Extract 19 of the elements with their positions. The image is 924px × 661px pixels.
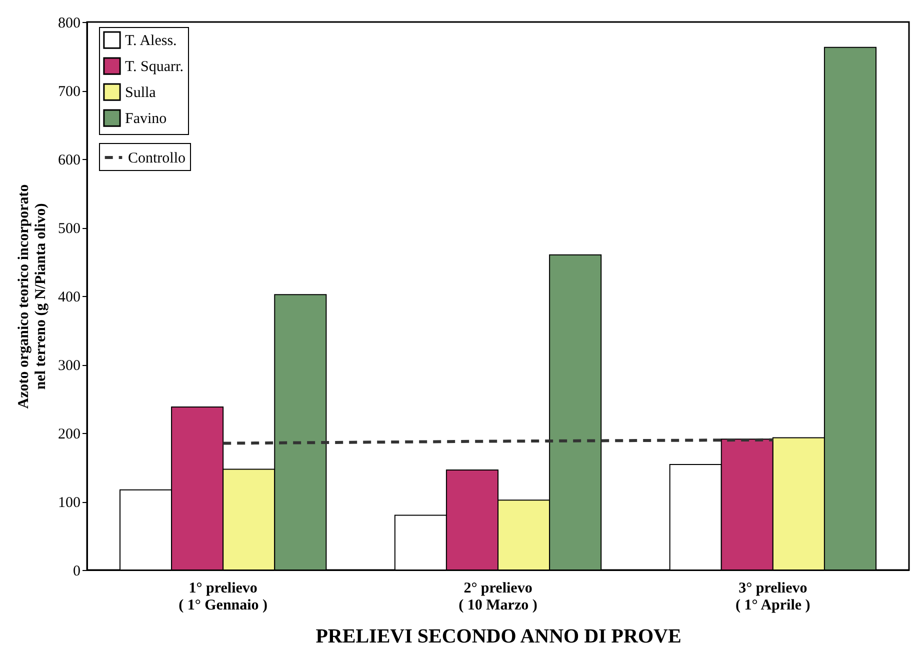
y-tick-label: 500 (58, 221, 80, 237)
y-tick-label: 700 (58, 84, 80, 100)
y-tick-label: 600 (58, 152, 80, 168)
legend-label: Favino (125, 111, 167, 127)
x-tick-label: 1° prelievo ( 1° Gennaio ) (178, 580, 268, 614)
x-axis-title: PRELIEVI SECONDO ANNO DI PROVE (316, 626, 682, 648)
y-tick-label: 0 (73, 564, 80, 580)
x-tick-label: 3° prelievo ( 1° Aprile ) (736, 580, 810, 614)
y-tick-label: 800 (58, 16, 80, 32)
legend-label: Sulla (125, 85, 156, 101)
x-tick-label: 2° prelievo ( 10 Marzo ) (458, 580, 538, 614)
y-tick-label: 100 (58, 495, 80, 511)
y-tick-label: 400 (58, 290, 80, 306)
legend-label: T. Aless. (125, 33, 177, 49)
y-axis-title: Azoto organico teorico incorporato nel terreno (g N/Pianta olivo) (16, 184, 49, 409)
y-tick-label: 200 (58, 426, 80, 442)
y-tick-label: 300 (58, 358, 80, 374)
legend-label: Controllo (128, 150, 186, 166)
legend-label: T. Squarr. (125, 59, 184, 75)
